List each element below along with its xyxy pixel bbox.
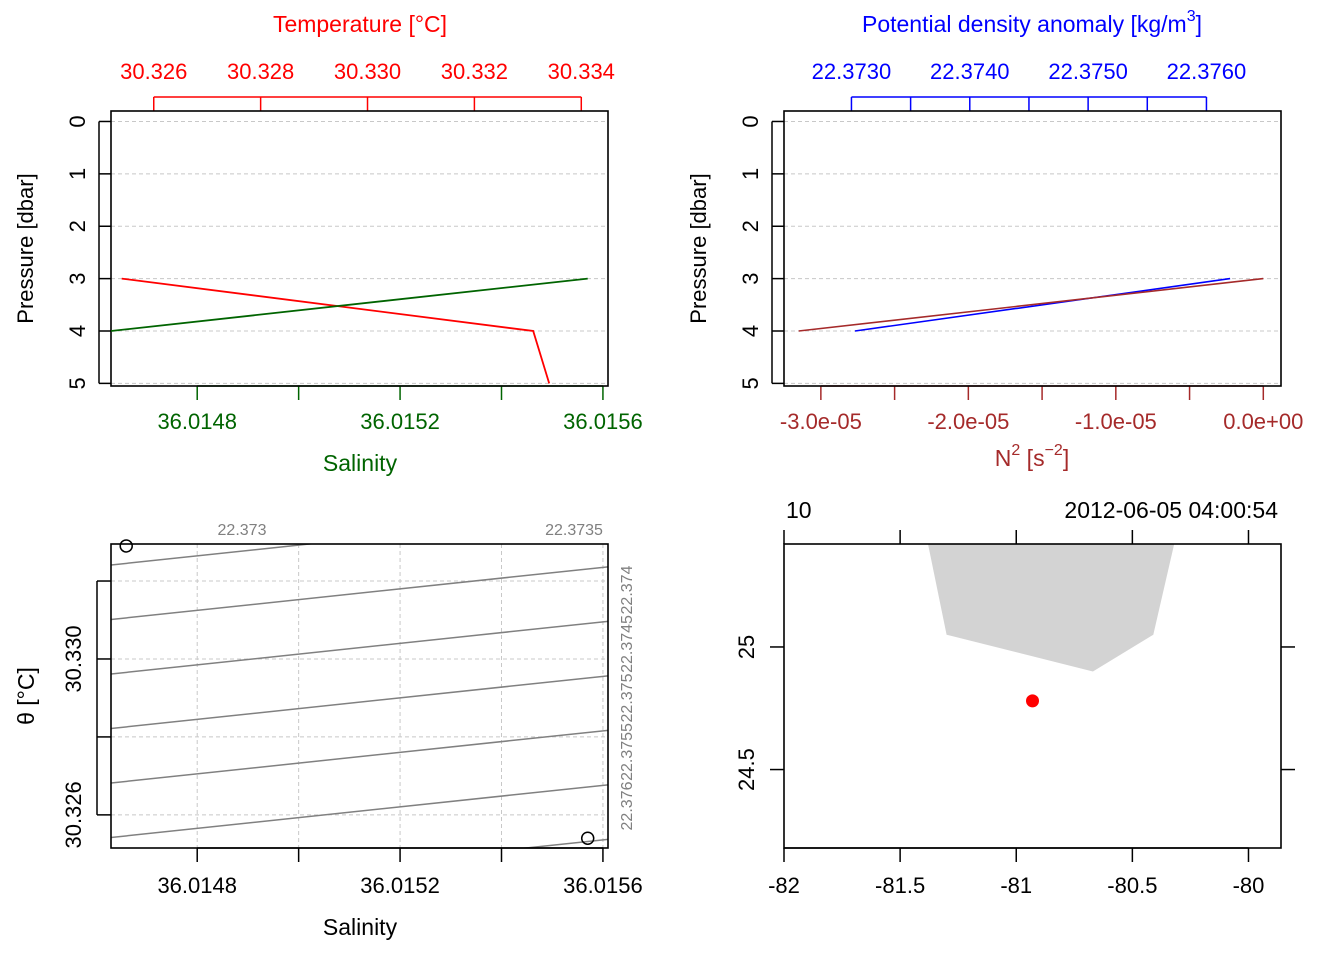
pressure-tick-label-4: 4 [738,325,763,337]
temperature-profile-line [121,277,551,384]
isopycnal-line-2 [111,566,608,621]
density-tick-label-22.3750: 22.3750 [1048,59,1128,84]
density-axis-title-text: Potential density anomaly [kg/m [862,11,1187,37]
density-tick-label-22.3730: 22.3730 [812,59,892,84]
land-polygon [928,544,1175,672]
n2-tick-label--3.0e-05: -3.0e-05 [780,409,862,434]
pressure-tick-label-0: 0 [65,115,90,127]
n2-axis-title-sup: 2 [1011,442,1020,459]
station-time-label: 2012-06-05 04:00:54 [1064,497,1278,523]
panel-density-n2-profile: 0 1 2 3 4 5 Pressure [dbar] 22.3730 22.3740 22.37… [686,8,1304,471]
pressure-tick-label-3: 3 [738,272,763,284]
map-x-tick-label--80.5: -80.5 [1107,873,1157,898]
temperature-tick-label-30.332: 30.332 [441,59,508,84]
temperature-tick-label-30.326: 30.326 [120,59,187,84]
isopycnal-line-6 [111,784,608,839]
ts-point-0 [119,539,133,553]
map-x-tick-label--80: -80 [1233,873,1265,898]
n2-axis-title-sup2: −2 [1045,442,1063,459]
density-tick-label-22.3760: 22.3760 [1167,59,1247,84]
pressure-tick-label-5: 5 [738,377,763,389]
pressure-tick-label-2: 2 [65,220,90,232]
density-axis-title: Potential density anomaly [kg/m3] [862,8,1202,37]
density-axis-title-end: ] [1196,11,1202,37]
isopycnal-label-right-1: 22.3745 [619,615,636,673]
pressure-axis-title: Pressure [dbar] [13,173,38,323]
n2-axis-title-text: N [995,445,1012,471]
density-tick-label-22.3740: 22.3740 [930,59,1010,84]
n2-axis-title-mid: [s [1020,445,1044,471]
panel-ts-diagram: 22.373 22.3735 22.37422.374522.37522.37552… [13,522,643,940]
ts-frame [110,543,609,849]
station-marker [1026,694,1039,708]
temperature-tick-label-30.334: 30.334 [548,59,615,84]
ts-x-axis-title: Salinity [323,914,398,940]
temperature-tick-label-30.328: 30.328 [227,59,294,84]
map-y-tick-label-25: 25 [734,635,759,659]
isopycnal-line-5 [111,729,608,784]
salinity-tick-label-36.0148: 36.0148 [157,409,237,434]
salinity-profile-line [110,277,588,332]
ts-point-1 [580,831,595,846]
pressure-tick-label-1: 1 [738,168,763,180]
temperature-axis-title: Temperature [°C] [273,11,447,37]
isopycnal-label-top-0: 22.373 [218,522,267,539]
density-profile-line [854,277,1231,332]
isopycnal-line-1 [111,544,317,566]
salinity-axis-title: Salinity [323,450,398,476]
n2-axis-title: N2 [s−2] [995,442,1069,471]
ts-y-tick-label-30.326: 30.326 [61,781,86,848]
ts-x-tick-label-36.0156: 36.0156 [563,873,643,898]
ts-y-tick-label-30.330: 30.330 [61,625,86,692]
isopycnal-label-right-0: 22.374 [619,565,636,614]
isopycnal-label-right-4: 22.376 [619,781,636,830]
n2-tick-label--2.0e-05: -2.0e-05 [927,409,1009,434]
ts-y-axis-title: θ [°C] [13,667,39,725]
pressure-tick-label-5: 5 [65,377,90,389]
pressure-tick-label-0: 0 [738,115,763,127]
panel-temperature-salinity-profile: 0 1 2 3 4 5 Pressure [dbar] 30.326 30.328 30.330 3… [13,11,643,476]
map-y-tick-label-24.5: 24.5 [734,748,759,791]
isopycnal-line-3 [111,620,608,675]
pressure-tick-label-3: 3 [65,272,90,284]
pressure-tick-label-1: 1 [65,168,90,180]
isopycnal-label-right-2: 22.375 [619,673,636,722]
temperature-tick-label-30.330: 30.330 [334,59,401,84]
n2-profile-line [798,277,1264,332]
salinity-tick-label-36.0152: 36.0152 [360,409,440,434]
isopycnal-group [111,544,608,848]
map-x-tick-label--81.5: -81.5 [875,873,925,898]
station-id-label: 10 [786,497,812,523]
profile-frame [783,110,1282,387]
ts-x-tick-label-36.0148: 36.0148 [157,873,237,898]
isopycnal-line-4 [111,675,608,730]
map-x-tick-label--81: -81 [1000,873,1032,898]
salinity-tick-label-36.0156: 36.0156 [563,409,643,434]
n2-axis-title-end: ] [1063,445,1069,471]
pressure-axis-title: Pressure [dbar] [686,173,711,323]
pressure-tick-label-2: 2 [738,220,763,232]
panel-station-map: 10 2012-06-05 04:00:54 -82 -81.5 -81 -80.5 -80… [734,497,1295,898]
profile-frame [110,110,609,387]
pressure-tick-label-4: 4 [65,325,90,337]
density-axis-title-sup: 3 [1187,8,1196,25]
n2-tick-label--1.0e-05: -1.0e-05 [1075,409,1157,434]
isopycnal-label-top-1: 22.3735 [545,522,603,539]
isopycnal-label-right-3: 22.3755 [619,723,636,781]
n2-tick-label-0.0e+00: 0.0e+00 [1223,409,1303,434]
map-x-tick-label--82: -82 [768,873,800,898]
ts-x-tick-label-36.0152: 36.0152 [360,873,440,898]
